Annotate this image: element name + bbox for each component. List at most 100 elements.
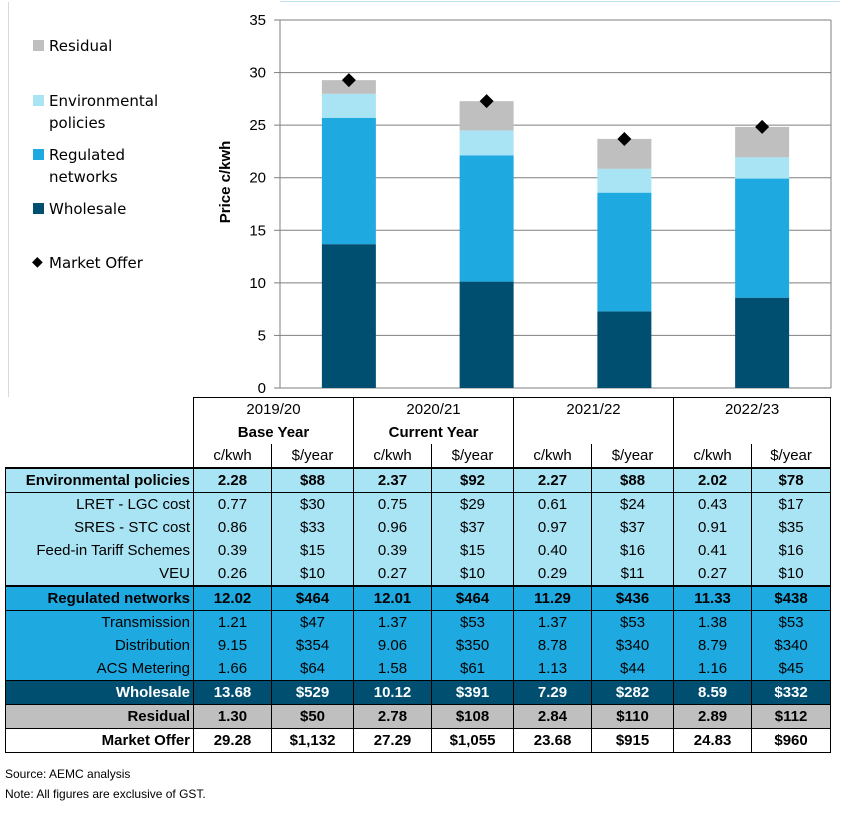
table-cell: $35: [751, 516, 832, 539]
y-tick-label: 25: [249, 117, 266, 134]
table-cell: 7.29: [513, 680, 593, 705]
row-label: Wholesale: [5, 680, 194, 705]
table-row: Distribution 9.15 $354 9.06 $350 8.78 $340 8.79…: [5, 634, 832, 657]
left-divider: [8, 2, 9, 397]
corner-cell: [5, 444, 194, 468]
table-cell: 1.58: [353, 657, 433, 681]
table-cell: $15: [270, 539, 355, 562]
table-cell: 11.33: [673, 585, 753, 611]
table-cell: 23.68: [513, 728, 593, 753]
y-tick-label: 5: [258, 327, 266, 344]
table-cell: 0.96: [353, 516, 433, 539]
table-cell: 0.39: [193, 539, 272, 562]
market-offer-marker: [755, 119, 770, 134]
table-cell: 1.13: [513, 657, 593, 681]
bar-segment-wholesale: [597, 311, 652, 388]
table-cell: $37: [591, 516, 675, 539]
market-offer-marker: [479, 94, 494, 109]
table-cell: 2.28: [193, 467, 272, 493]
subtitle-header-row: Base Year Current Year: [5, 421, 832, 444]
table-cell: 0.61: [513, 492, 593, 516]
table-cell: 24.83: [673, 728, 753, 753]
table-cell: $64: [270, 657, 355, 681]
table-cell: 0.86: [193, 516, 272, 539]
table-cell: $354: [270, 634, 355, 657]
table-cell: $1,055: [431, 728, 515, 753]
table-cell: $16: [591, 539, 675, 562]
table-cell: $350: [431, 634, 515, 657]
table-cell: $11: [591, 562, 675, 586]
table-cell: $915: [591, 728, 675, 753]
year-subtitle: [673, 421, 832, 444]
row-label: Distribution: [5, 634, 194, 657]
y-tick-label: 10: [249, 275, 266, 292]
diamond-icon: ◆: [32, 254, 43, 270]
table-cell: $282: [591, 680, 675, 705]
table-cell: 8.59: [673, 680, 753, 705]
table-cell: 29.28: [193, 728, 272, 753]
stacked-bar-chart: 0 5 10 15 20 25 30 35 Price c/kwh: [217, 12, 832, 397]
bar-segment-wholesale: [459, 281, 514, 388]
table-cell: $88: [591, 467, 675, 493]
table-cell: 9.15: [193, 634, 272, 657]
table-cell: 2.27: [513, 467, 593, 493]
table-cell: 0.41: [673, 539, 753, 562]
row-label: VEU: [5, 562, 194, 586]
unit-header: c/kwh: [193, 444, 272, 469]
gst-note: Note: All figures are exclusive of GST.: [5, 787, 206, 801]
year-header-row: 2019/20 2020/21 2021/22 2022/23: [5, 397, 832, 421]
table-cell: $44: [591, 657, 675, 681]
table-cell: 0.26: [193, 562, 272, 586]
table-cell: 11.29: [513, 585, 593, 611]
table-cell: $53: [431, 610, 515, 634]
unit-header: c/kwh: [513, 444, 593, 469]
table-cell: 0.43: [673, 492, 753, 516]
table-cell: $47: [270, 610, 355, 634]
row-label: Regulated networks: [5, 585, 194, 611]
table-cell: 2.84: [513, 704, 593, 729]
table-cell: 12.02: [193, 585, 272, 611]
table-cell: 1.30: [193, 704, 272, 729]
bar-segment-wholesale: [735, 297, 790, 388]
table-row: ACS Metering 1.66 $64 1.58 $61 1.13 $44 1.16 $45: [5, 657, 832, 681]
table-row: VEU 0.26 $10 0.27 $10 0.29 $11 0.27 $10: [5, 562, 832, 586]
table-cell: $110: [591, 704, 675, 729]
table-cell: $33: [270, 516, 355, 539]
table-cell: $16: [751, 539, 832, 562]
year-header: 2022/23: [673, 397, 832, 421]
top-divider: [280, 1, 840, 2]
table-row: Residual 1.30 $50 2.78 $108 2.84 $110 2.89 $112: [5, 704, 832, 729]
table-row: Environmental policies 2.28 $88 2.37 $92 2.27…: [5, 467, 832, 493]
table-cell: 10.12: [353, 680, 433, 705]
unit-header: c/kwh: [673, 444, 753, 469]
bar-segment-regulated-networks: [321, 117, 376, 245]
table-cell: 1.66: [193, 657, 272, 681]
y-tick-label: 30: [249, 65, 266, 82]
wholesale-swatch: [33, 203, 44, 214]
legend-label: Residual: [49, 37, 113, 55]
table-cell: $112: [751, 704, 832, 729]
table-cell: $464: [431, 585, 515, 611]
table-cell: 1.37: [513, 610, 593, 634]
table-row: Wholesale 13.68 $529 10.12 $391 7.29 $282 8.59 $…: [5, 680, 832, 705]
table-cell: 0.77: [193, 492, 272, 516]
table-cell: 1.37: [353, 610, 433, 634]
table-row: Transmission 1.21 $47 1.37 $53 1.37 $53 1.38 $53: [5, 610, 832, 634]
table-cell: $53: [751, 610, 832, 634]
networks-swatch: [33, 149, 44, 160]
bar-segment-regulated-networks: [459, 155, 514, 282]
table-cell: 12.01: [353, 585, 433, 611]
table-cell: 2.02: [673, 467, 753, 493]
table-row: Feed-in Tariff Schemes 0.39 $15 0.39 $15 0.40…: [5, 539, 832, 562]
legend-label: Regulated networks: [49, 146, 125, 186]
legend-label: Environmental policies: [49, 92, 159, 132]
table-cell: $10: [431, 562, 515, 586]
table-cell: 2.89: [673, 704, 753, 729]
table-cell: $61: [431, 657, 515, 681]
table-cell: 9.06: [353, 634, 433, 657]
row-label: Environmental policies: [5, 467, 194, 493]
unit-header: $/year: [751, 444, 832, 469]
table-cell: $960: [751, 728, 832, 753]
table-cell: 1.16: [673, 657, 753, 681]
year-subtitle: Current Year: [353, 421, 515, 444]
